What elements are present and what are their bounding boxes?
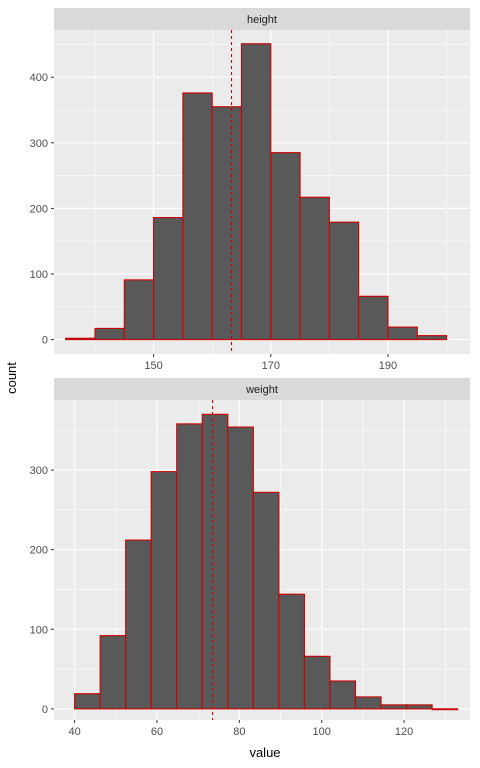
histogram-bar <box>299 196 330 341</box>
histogram-bar <box>99 635 127 710</box>
facet-panels: height 0 100 200 300 400 150 170 190 weight 0 100 20… <box>30 8 470 738</box>
y-tick-label: 200 <box>30 203 48 215</box>
x-tick-label: 150 <box>144 360 162 372</box>
y-tick-label: 100 <box>30 624 48 636</box>
histogram-bar <box>227 426 254 710</box>
histogram-bar <box>270 152 301 341</box>
histogram-bar <box>278 593 305 710</box>
histogram-bar <box>74 693 101 710</box>
histogram-bar <box>153 217 184 341</box>
y-tick-label: 300 <box>30 138 48 150</box>
x-tick-label: 60 <box>151 726 163 738</box>
histogram-bar <box>182 92 213 341</box>
x-tick-label: 120 <box>395 726 413 738</box>
histogram-bar <box>94 327 125 341</box>
y-tick-label: 400 <box>30 72 48 84</box>
y-tick-label: 0 <box>42 335 48 347</box>
histogram-bar <box>431 708 459 711</box>
histogram-bar <box>329 680 357 710</box>
x-tick-label: 80 <box>233 726 245 738</box>
histogram-bar <box>416 335 448 341</box>
y-tick-label: 300 <box>30 465 48 477</box>
facet-strip <box>54 378 470 400</box>
facet-strip-label: weight <box>245 384 278 396</box>
histogram-bar <box>125 539 152 710</box>
histogram-bar <box>176 423 203 710</box>
histogram-bar <box>303 655 331 710</box>
histogram-bar <box>380 704 408 710</box>
histogram-bar <box>150 471 178 710</box>
y-tick-label: 200 <box>30 545 48 557</box>
facet-strip-label: height <box>247 14 277 26</box>
x-tick-label: 100 <box>313 726 331 738</box>
histogram-bar <box>387 326 418 341</box>
histogram-bar <box>354 696 382 710</box>
x-tick-label: 40 <box>68 726 80 738</box>
histogram-bar <box>201 413 229 710</box>
x-tick-label: 190 <box>379 360 397 372</box>
histogram-bar <box>406 704 433 710</box>
y-axis-title: count <box>4 362 19 394</box>
histogram-bar <box>211 106 243 341</box>
facet-strip <box>54 8 470 30</box>
x-tick-label: 170 <box>262 360 280 372</box>
histogram-bar <box>252 491 280 710</box>
histogram-bar <box>240 43 272 341</box>
y-tick-label: 100 <box>30 269 48 281</box>
histogram-bar <box>65 337 96 341</box>
y-tick-label: 0 <box>42 704 48 716</box>
histogram-bar <box>123 279 155 341</box>
facet-weight: weight 0 100 200 300 40 60 80 100 120 <box>30 378 470 738</box>
x-axis-title: value <box>249 745 280 760</box>
histogram-bar <box>358 295 389 341</box>
histogram-bar <box>328 221 360 341</box>
facet-height: height 0 100 200 300 400 150 170 190 <box>30 8 470 372</box>
